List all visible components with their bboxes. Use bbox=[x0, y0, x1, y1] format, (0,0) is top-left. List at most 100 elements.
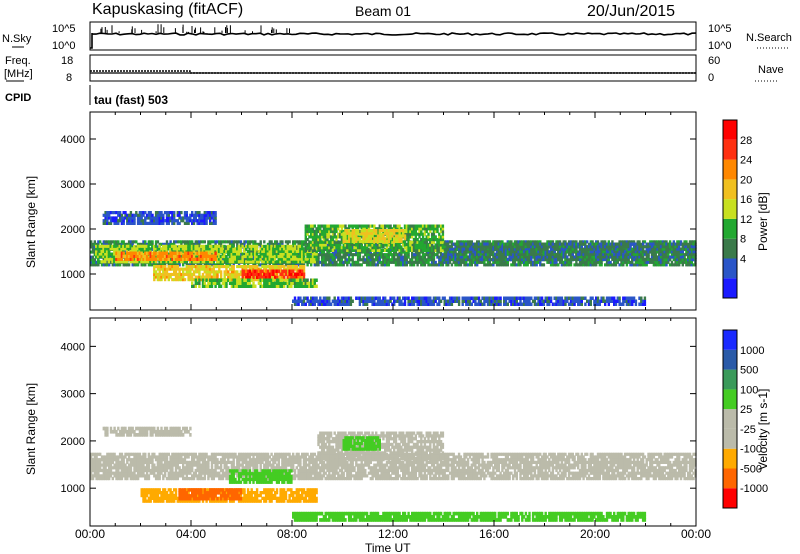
heatmap-cell bbox=[310, 263, 313, 267]
heatmap-cell bbox=[272, 269, 275, 273]
heatmap-cell bbox=[254, 263, 257, 267]
heatmap-cell bbox=[255, 275, 259, 279]
heatmap-cell bbox=[414, 224, 417, 228]
heatmap-cell bbox=[243, 253, 246, 257]
heatmap-cell bbox=[315, 260, 318, 264]
heatmap-cell bbox=[683, 260, 686, 264]
heatmap-cell bbox=[438, 255, 441, 259]
heatmap-cell bbox=[248, 272, 252, 276]
heatmap-cell bbox=[236, 270, 239, 274]
heatmap-cell bbox=[337, 253, 340, 257]
heatmap-cell bbox=[254, 242, 257, 246]
heatmap-cell bbox=[288, 275, 291, 279]
heatmap-cell bbox=[214, 242, 217, 246]
heatmap-cell bbox=[355, 229, 358, 233]
heatmap-cell bbox=[109, 255, 113, 259]
heatmap-cell bbox=[344, 248, 347, 252]
heatmap-cell bbox=[636, 263, 639, 267]
nsky-tick-bottom: 10^0 bbox=[52, 40, 76, 52]
heatmap-cell bbox=[205, 284, 208, 288]
heatmap-cell bbox=[393, 253, 396, 257]
heatmap-cell bbox=[169, 257, 172, 261]
heatmap-cell bbox=[281, 257, 284, 261]
heatmap-cell bbox=[685, 263, 688, 267]
heatmap-cell bbox=[342, 253, 345, 257]
heatmap-cell bbox=[180, 267, 183, 271]
heatmap-cell bbox=[259, 247, 262, 251]
heatmap-cell bbox=[171, 242, 174, 246]
heatmap-cell bbox=[407, 250, 410, 254]
nsky-panel: N.Sky 10^5 10^0 10^5 10^0 N.Search bbox=[2, 21, 792, 52]
heatmap-cell bbox=[526, 240, 529, 244]
heatmap-cell bbox=[180, 278, 183, 282]
heatmap-cell bbox=[245, 247, 248, 251]
heatmap-cell bbox=[203, 247, 206, 251]
heatmap-cell bbox=[396, 227, 399, 231]
nsky-spikes bbox=[100, 24, 290, 33]
heatmap-cell bbox=[248, 267, 252, 271]
heatmap-cell bbox=[337, 250, 340, 254]
heatmap-cell bbox=[391, 260, 394, 264]
heatmap-cell bbox=[172, 244, 176, 248]
heatmap-cell bbox=[344, 237, 347, 241]
heatmap-cell bbox=[429, 229, 432, 234]
heatmap-cell bbox=[333, 250, 336, 254]
heatmap-cell bbox=[272, 257, 275, 261]
heatmap-cell bbox=[517, 263, 520, 267]
heatmap-cell bbox=[270, 267, 273, 271]
heatmap-cell bbox=[210, 254, 214, 258]
heatmap-cell bbox=[102, 240, 105, 244]
heatmap-cell bbox=[254, 284, 257, 288]
heatmap-cell bbox=[138, 260, 141, 264]
heatmap-cell bbox=[611, 253, 614, 257]
heatmap-cell bbox=[160, 260, 163, 264]
heatmap-cell bbox=[111, 240, 114, 244]
heatmap-cell bbox=[394, 253, 398, 257]
heatmap-cell bbox=[429, 253, 432, 257]
heatmap-cell bbox=[263, 240, 266, 244]
heatmap-cell bbox=[104, 263, 107, 267]
heatmap-cell bbox=[178, 272, 181, 276]
heatmap-cell bbox=[420, 229, 423, 234]
heatmap-cell bbox=[486, 247, 490, 251]
heatmap-cell bbox=[488, 263, 491, 267]
heatmap-cell bbox=[605, 247, 609, 251]
heatmap-cell bbox=[560, 250, 564, 254]
heatmap-cell bbox=[196, 270, 199, 274]
heatmap-cell bbox=[200, 247, 203, 251]
heatmap-cell bbox=[407, 260, 410, 264]
heatmap-cell bbox=[649, 260, 652, 264]
heatmap-cell bbox=[241, 257, 244, 261]
heatmap-cell bbox=[295, 252, 298, 256]
heatmap-cell bbox=[328, 258, 331, 262]
heatmap-cell bbox=[389, 246, 392, 250]
heatmap-cell bbox=[322, 263, 326, 267]
heatmap-cell bbox=[279, 265, 282, 269]
heatmap-cell bbox=[421, 235, 425, 239]
heatmap-cell bbox=[310, 240, 313, 244]
heatmap-cell bbox=[483, 260, 486, 264]
heatmap-cell bbox=[290, 255, 293, 259]
heatmap-cell bbox=[329, 255, 333, 259]
heatmap-cell bbox=[248, 278, 252, 282]
heatmap-cell bbox=[203, 270, 206, 274]
heatmap-cell bbox=[107, 244, 111, 248]
heatmap-cell bbox=[272, 247, 275, 251]
heatmap-cell bbox=[173, 272, 176, 276]
heatmap-cell bbox=[192, 257, 196, 261]
heatmap-cell bbox=[358, 239, 362, 243]
heatmap-cell bbox=[340, 250, 344, 254]
heatmap-cell bbox=[297, 240, 300, 244]
heatmap-cell bbox=[228, 244, 232, 248]
heatmap-cell bbox=[187, 270, 190, 274]
heatmap-cell bbox=[114, 247, 118, 251]
heatmap-cell bbox=[174, 257, 178, 261]
heatmap-cell bbox=[154, 249, 158, 253]
heatmap-cell bbox=[393, 227, 396, 231]
heatmap-cell bbox=[338, 243, 342, 247]
heatmap-cell bbox=[522, 240, 526, 244]
heatmap-cell bbox=[165, 254, 169, 258]
heatmap-cell bbox=[450, 240, 454, 244]
heatmap-cell bbox=[322, 229, 326, 234]
heatmap-cell bbox=[358, 232, 362, 236]
